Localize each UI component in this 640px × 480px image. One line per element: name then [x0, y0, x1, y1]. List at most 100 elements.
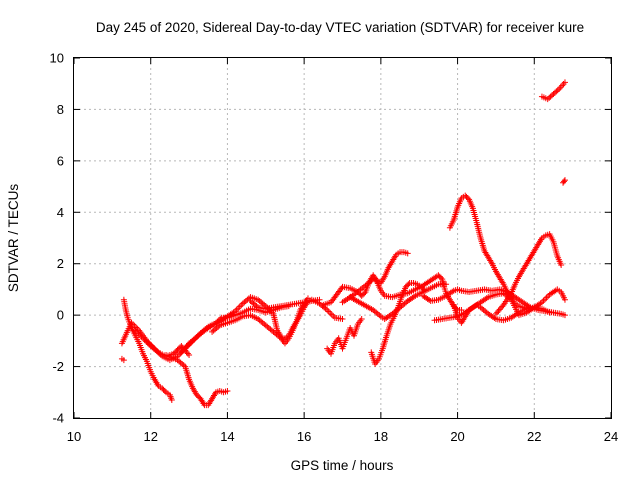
data-point	[558, 262, 565, 268]
data-point	[405, 281, 412, 288]
series-arc-s	[538, 79, 568, 103]
data-point	[418, 283, 425, 290]
plot-frame	[73, 57, 612, 419]
data-point	[549, 92, 556, 99]
y-tick-label: 0	[57, 308, 64, 323]
x-tick-label: 18	[374, 429, 388, 444]
data-point	[561, 177, 568, 184]
data-point	[498, 304, 505, 311]
x-tick-label: 14	[220, 429, 234, 444]
data-point	[464, 195, 471, 202]
data-point	[553, 88, 560, 95]
data-point	[358, 316, 365, 322]
data-point	[543, 294, 550, 301]
series-arc-c	[118, 355, 127, 364]
x-tick-label: 22	[527, 429, 541, 444]
data-point	[195, 393, 202, 400]
data-point	[435, 272, 442, 279]
x-tick-label: 10	[67, 429, 81, 444]
data-point	[359, 291, 366, 298]
y-tick-label: 8	[57, 102, 64, 117]
data-point	[358, 292, 365, 299]
data-point	[494, 309, 501, 316]
axis-ticks	[73, 57, 612, 419]
series-arc-q	[450, 301, 553, 326]
data-point	[160, 386, 167, 393]
data-point	[495, 307, 502, 314]
data-point	[224, 388, 231, 394]
series-arc-l	[339, 249, 411, 306]
series-arc-r	[492, 231, 565, 317]
data-point	[546, 309, 553, 316]
data-point	[238, 302, 245, 309]
x-tick-label: 20	[450, 429, 464, 444]
grid-lines	[74, 58, 611, 418]
data-point	[404, 250, 411, 257]
chart-title: Day 245 of 2020, Sidereal Day-to-day VTE…	[96, 20, 584, 35]
data-point	[236, 303, 243, 310]
data-point	[551, 89, 558, 96]
data-point	[554, 87, 561, 94]
y-tick-label: -4	[52, 411, 64, 426]
data-point	[550, 91, 557, 97]
series-arc-h	[247, 296, 323, 312]
data-point	[561, 312, 568, 319]
data-point	[404, 282, 411, 289]
series-arc-f	[178, 294, 346, 356]
data-point	[546, 94, 553, 101]
data-point	[436, 273, 443, 280]
data-point	[419, 285, 426, 292]
data-point	[193, 391, 200, 398]
data-point	[496, 306, 503, 313]
series-arc-t	[560, 177, 568, 186]
data-point	[172, 349, 179, 356]
data-point	[118, 355, 125, 362]
data-point	[174, 346, 181, 353]
y-tick-label: -2	[52, 359, 64, 374]
data-point	[437, 274, 444, 281]
x-tick-label: 24	[604, 429, 618, 444]
data-point	[561, 178, 568, 185]
data-point	[316, 296, 323, 303]
data-point	[235, 305, 242, 312]
series-arc-i	[320, 272, 465, 313]
y-axis-label: SDTVAR / TECUs	[6, 184, 21, 293]
data-series	[118, 79, 568, 409]
x-tick-label: 12	[143, 429, 157, 444]
series-arc-m	[347, 281, 450, 322]
data-point	[361, 290, 368, 297]
data-point	[463, 193, 470, 200]
series-arc-b	[120, 296, 175, 403]
series-arc-j	[324, 316, 365, 357]
data-point	[443, 281, 450, 288]
data-point	[328, 311, 335, 318]
data-point	[547, 93, 554, 100]
data-point	[492, 310, 499, 317]
series-arc-p	[446, 192, 530, 312]
data-point	[542, 296, 549, 303]
y-tick-label: 6	[57, 153, 64, 168]
series-arc-k	[368, 280, 428, 367]
data-point	[159, 385, 166, 392]
data-point	[402, 283, 409, 290]
y-tick-label: 4	[57, 205, 64, 220]
series-arc-e	[163, 352, 231, 409]
x-tick-labels: 10 12 14 16 18 20 22 24	[67, 429, 618, 444]
x-axis-label: GPS time / hours	[291, 458, 394, 473]
data-point	[462, 192, 469, 199]
data-point	[499, 303, 506, 310]
data-point	[327, 310, 334, 317]
data-point	[544, 96, 551, 103]
series-arc-g	[209, 295, 311, 347]
y-tick-label: 2	[57, 256, 64, 271]
data-point	[561, 296, 568, 303]
data-point	[339, 316, 346, 322]
data-point	[325, 308, 332, 315]
data-point	[561, 79, 568, 86]
data-point	[186, 352, 193, 358]
data-point	[168, 397, 175, 403]
data-point	[173, 348, 180, 355]
data-point	[161, 388, 168, 394]
x-tick-label: 16	[297, 429, 311, 444]
